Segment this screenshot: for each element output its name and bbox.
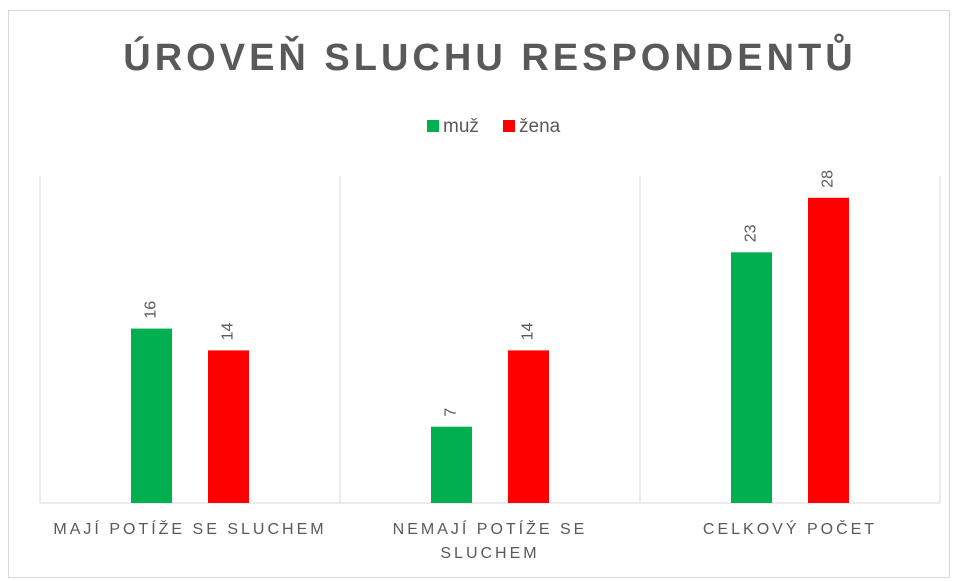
data-label: 7	[443, 408, 460, 417]
x-tick-label: NEMAJÍ POTÍŽE SE SLUCHEM	[392, 521, 588, 562]
bar	[508, 350, 549, 503]
legend-swatch	[427, 120, 439, 132]
data-label: 14	[220, 323, 237, 341]
legend-label: žena	[519, 116, 561, 137]
bar	[131, 328, 172, 503]
bar	[208, 350, 249, 503]
bar	[731, 252, 772, 503]
x-tick-label: CELKOVÝ POČET	[702, 521, 878, 538]
data-label: 16	[143, 301, 160, 319]
bar	[808, 197, 849, 504]
legend-label: muž	[443, 116, 479, 137]
data-label: 28	[820, 170, 837, 188]
bar	[431, 426, 472, 503]
data-label: 23	[743, 224, 760, 242]
x-tick-label: MAJÍ POTÍŽE SE SLUCHEM	[53, 521, 327, 538]
chart-title: ÚROVEŇ SLUCHU RESPONDENTŮ	[123, 32, 856, 79]
legend-swatch	[503, 120, 515, 132]
data-label: 14	[520, 323, 537, 341]
